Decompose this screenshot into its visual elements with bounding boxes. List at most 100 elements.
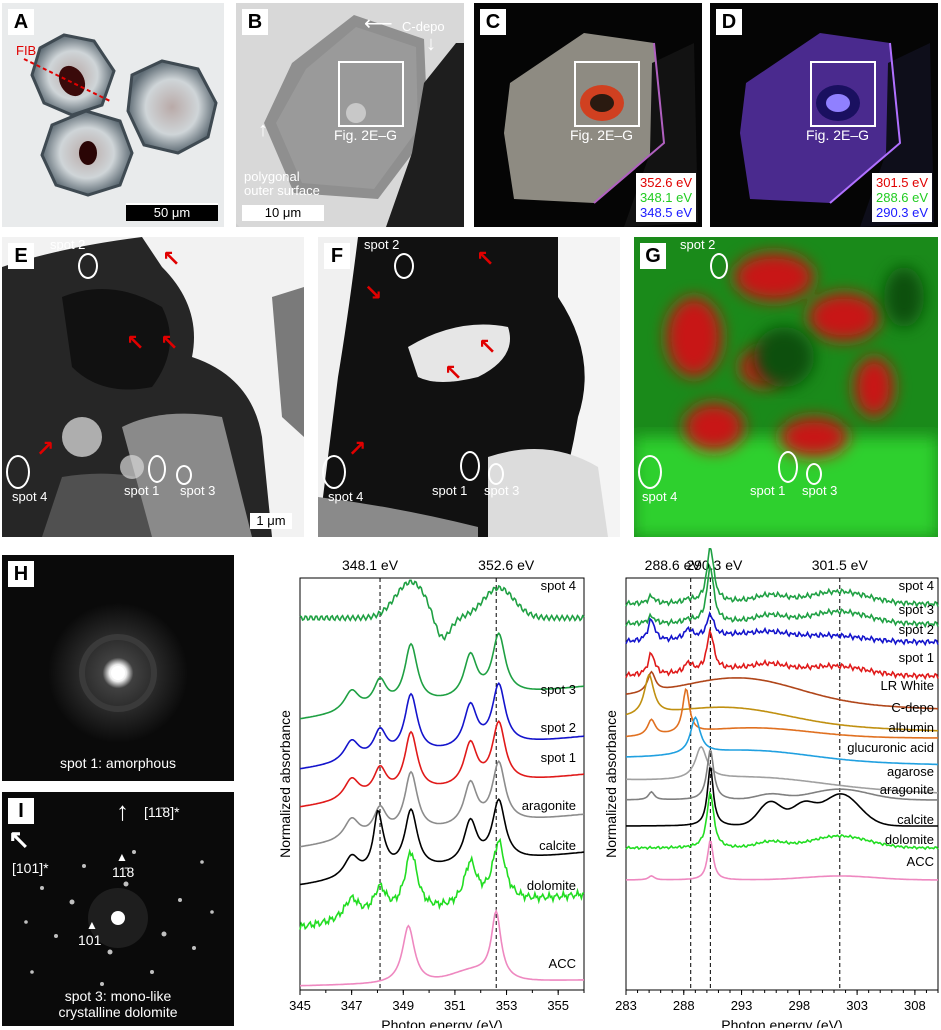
panel-i-dir1: [11̄8]* <box>144 804 180 820</box>
panel-f-spot1: spot 1 <box>432 483 468 498</box>
chart-k-series-line <box>626 750 938 801</box>
chart-k-ref-label: 290.3 eV <box>686 557 743 573</box>
panel-f: F spot 2 spot 4 spot 1 spot 3 ↖ ↘ ↖ ↖ ↗ <box>318 237 620 537</box>
panel-f-arrow-3: ↖ <box>478 335 497 360</box>
panel-b-cdepo: C-depo <box>402 19 445 34</box>
chart-k-tick-label: 298 <box>788 998 810 1013</box>
panel-e-arrow-1: ↖ <box>162 247 181 272</box>
chart-j-tick-label: 353 <box>496 998 518 1013</box>
panel-h-label: H <box>8 561 34 587</box>
panel-g-spot1: spot 1 <box>750 483 786 498</box>
panel-f-arrow-1: ↖ <box>476 247 495 272</box>
chart-k-series-line <box>625 673 939 732</box>
panel-d-fig: Fig. 2E–G <box>806 127 870 143</box>
chart-j-series-label: spot 1 <box>541 750 576 765</box>
panel-e-spot4-marker <box>6 455 30 489</box>
panel-i-spot-b: 101 <box>78 932 102 948</box>
chart-k-series-label: LR White <box>881 678 934 693</box>
panel-b-fig: Fig. 2E–G <box>334 127 398 143</box>
chart-j-group: 345 347 349 351 353 355 Photon energy (eV) Norm… <box>277 557 585 1028</box>
panel-g-image <box>634 253 938 537</box>
panel-a-scalebar: 50 μm <box>126 203 218 221</box>
panel-c-fig: Fig. 2E–G <box>570 127 634 143</box>
panel-g-spot4: spot 4 <box>642 489 678 504</box>
panel-b-arrow-up: ↑ <box>258 119 268 141</box>
panel-d-legend: 301.5 eV 288.6 eV 290.3 eV <box>872 173 933 222</box>
panel-i: I ↑ [11̄8]* ↖ [101]* ▲ 11̄8 ▲ 101 spot 3… <box>2 792 234 1026</box>
panel-g: G spot 2 spot 4 spot 1 spot 3 <box>634 237 938 537</box>
chart-j-series-label: spot 4 <box>541 578 576 593</box>
panel-i-caption-1: spot 3: mono-like <box>64 988 172 1004</box>
chart-k-series-label: agarose <box>887 764 934 779</box>
chart-j-series-line <box>300 909 584 987</box>
panel-f-image <box>318 237 620 537</box>
panel-g-spot1-marker <box>778 451 798 483</box>
chart-k-series-label: spot 3 <box>899 602 934 617</box>
legend-d-1: 301.5 eV <box>876 175 929 190</box>
panel-b-surface-1: polygonal <box>244 169 300 184</box>
panel-e-scalebar: 1 μm <box>250 513 292 529</box>
fib-label: FIB <box>16 43 37 58</box>
chart-j-tick-label: 355 <box>547 998 569 1013</box>
panel-i-image <box>24 850 214 986</box>
chart-k-xlabel: Photon energy (eV) <box>721 1017 842 1028</box>
chart-k-series-line <box>625 563 939 629</box>
chart-k-series-label: spot 4 <box>899 578 934 593</box>
chart-k-series-label: ACC <box>907 854 934 869</box>
chart-j-tick-label: 347 <box>341 998 363 1013</box>
chart-k-series-line <box>626 767 938 827</box>
chart-j: 345 347 349 351 353 355 Photon energy (eV) Norm… <box>277 557 585 1028</box>
panel-e-label: E <box>8 243 34 269</box>
legend-d-3: 290.3 eV <box>876 205 929 220</box>
panel-i-dir2: [101]* <box>12 860 49 876</box>
panel-f-spot3: spot 3 <box>484 483 520 498</box>
chart-k-ref-label: 301.5 eV <box>812 557 869 573</box>
panel-i-arrow-1: ↑ <box>116 796 129 826</box>
panel-d-roi <box>810 61 876 127</box>
panel-a: A FIB 50 μm <box>2 3 224 227</box>
chart-j-series-label: aragonite <box>522 798 576 813</box>
panel-i-caption-2: crystalline dolomite <box>58 1004 178 1020</box>
chart-k-series-label: C-depo <box>891 700 934 715</box>
panel-e-spot3-marker <box>176 465 192 485</box>
panel-c-roi <box>574 61 640 127</box>
chart-k-series-label: spot 1 <box>899 650 934 665</box>
panel-g-label: G <box>640 243 666 269</box>
chart-j-series-label: dolomite <box>527 878 576 893</box>
panel-e-spot3: spot 3 <box>180 483 216 498</box>
chart-k-series-line <box>625 628 939 681</box>
panel-f-arrow-2: ↘ <box>364 281 383 306</box>
panel-c: C Fig. 2E–G 352.6 eV 348.1 eV 348.5 eV <box>474 3 702 227</box>
panel-e-spot1: spot 1 <box>124 483 160 498</box>
panel-f-arrow-4: ↖ <box>444 361 463 386</box>
chart-k-series-line <box>625 687 938 739</box>
panel-f-spot3-marker <box>488 463 504 485</box>
chart-k-tick-label: 293 <box>731 998 753 1013</box>
chart-j-ref-label: 348.1 eV <box>342 557 399 573</box>
panel-f-spot2-marker <box>394 253 414 279</box>
panel-b-roi <box>338 61 404 127</box>
panel-i-spot-b-marker: ▲ <box>86 918 98 932</box>
panel-e-arrow-4: ↗ <box>36 437 55 462</box>
panel-c-label: C <box>480 9 506 35</box>
chart-j-series-label: calcite <box>539 838 576 853</box>
chart-j-series-line <box>299 837 585 931</box>
panel-e-arrow-2: ↖ <box>160 331 179 356</box>
panel-f-spot1-marker <box>460 451 480 481</box>
chart-k-series-label: spot 2 <box>899 622 934 637</box>
chart-k-tick-label: 283 <box>615 998 637 1013</box>
chart-k-series-line <box>625 610 939 647</box>
chart-k-group: 283 288 293 298 303 308 Photon energy (eV) Norm… <box>603 548 939 1028</box>
chart-k-series-label: dolomite <box>885 832 934 847</box>
chart-j-xlabel: Photon energy (eV) <box>381 1017 502 1028</box>
chart-k-tick-label: 288 <box>673 998 695 1013</box>
panel-e-spot4: spot 4 <box>12 489 48 504</box>
chart-j-series-line <box>299 720 585 808</box>
panel-f-spot4-marker <box>322 455 346 489</box>
chart-k-series-label: aragonite <box>880 782 934 797</box>
panel-c-legend: 352.6 eV 348.1 eV 348.5 eV <box>636 173 697 222</box>
panel-f-spot2: spot 2 <box>364 237 400 252</box>
chart-k-series-line <box>625 670 938 710</box>
panel-i-spot-a-marker: ▲ <box>116 850 128 864</box>
panel-f-label: F <box>324 243 350 269</box>
